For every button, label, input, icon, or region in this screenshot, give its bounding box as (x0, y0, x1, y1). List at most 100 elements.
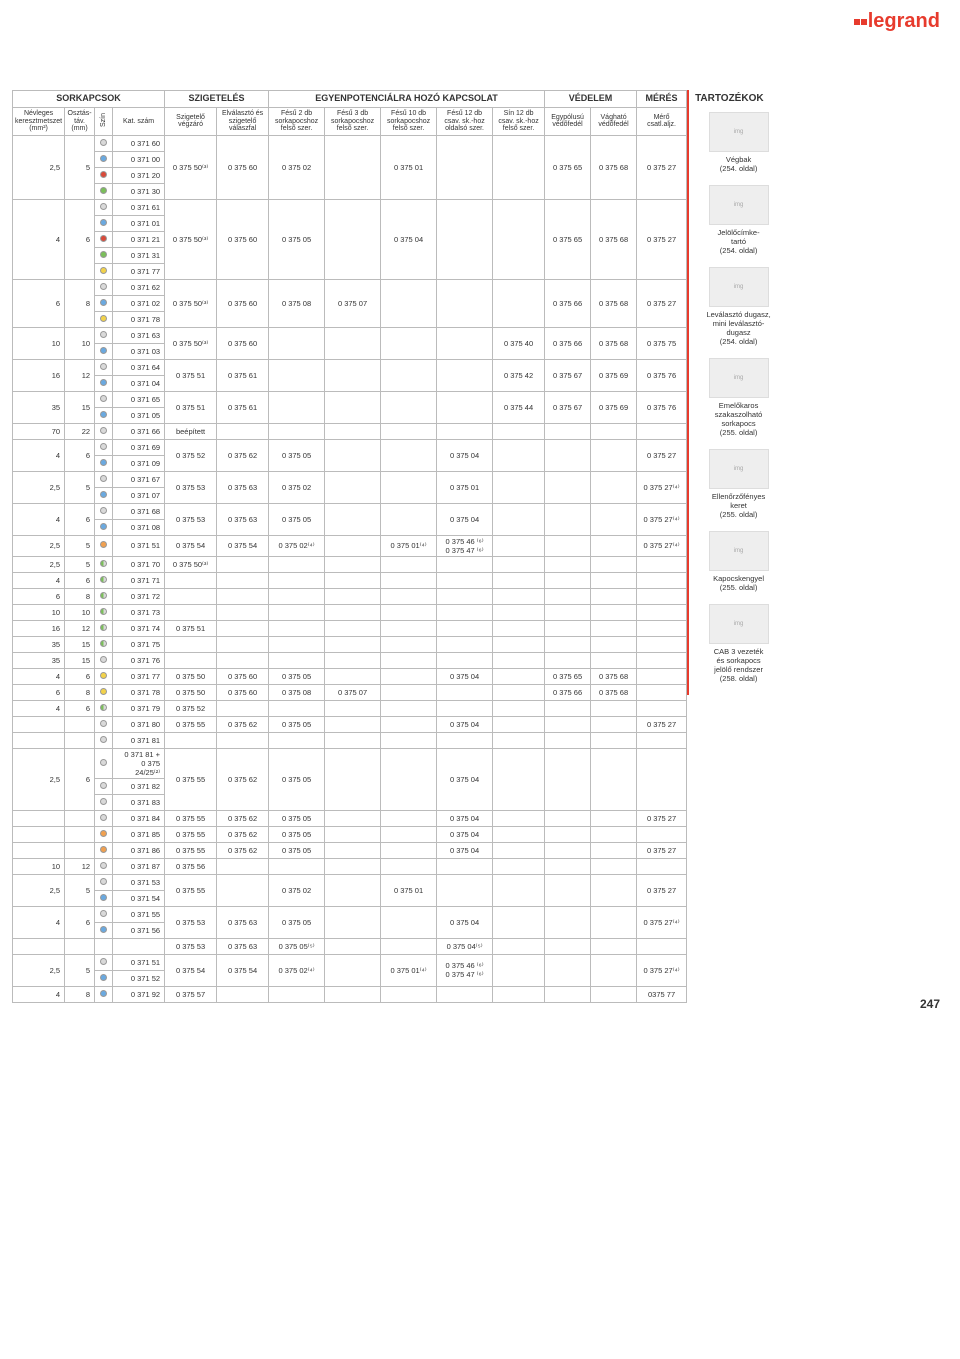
cell-fesu10 (381, 684, 437, 700)
cell-vaghato (591, 636, 637, 652)
cell-merocs: 0 375 27 (637, 842, 687, 858)
cell-valaszfal: 0 375 62 (217, 716, 269, 732)
sidebar-thumb: img (709, 604, 769, 644)
cell-km: 35 (13, 391, 65, 423)
cell-egypolu (545, 439, 591, 471)
cell-fesu3 (325, 423, 381, 439)
cell-vegzaro: 0 375 52 (165, 700, 217, 716)
cell-valaszfal: 0 375 61 (217, 359, 269, 391)
cell-valaszfal: 0 375 62 (217, 826, 269, 842)
cell-szin (95, 938, 113, 954)
cell-fesu10 (381, 279, 437, 327)
color-dot (100, 283, 107, 290)
cell-sin12 (493, 938, 545, 954)
color-dot (100, 910, 107, 917)
cell-fesu3 (325, 858, 381, 874)
cell-szin (95, 519, 113, 535)
cell-szin (95, 874, 113, 890)
cell-km: 6 (13, 684, 65, 700)
cell-szin (95, 556, 113, 572)
cell-szin (95, 636, 113, 652)
cell-fesu2 (269, 620, 325, 636)
cell-szin (95, 407, 113, 423)
cell-fesu10 (381, 842, 437, 858)
color-dot (100, 720, 107, 727)
cell-katszam: 0 371 82 (113, 778, 165, 794)
sidebar-item: img CAB 3 vezeték és sorkapocs jelölő re… (695, 604, 782, 683)
table-row: 2,550 371 670 375 530 375 630 375 020 37… (13, 471, 687, 487)
cell-valaszfal: 0 375 60 (217, 327, 269, 359)
cell-merocs (637, 732, 687, 748)
cell-fesu12: 0 375 04 (437, 810, 493, 826)
cell-fesu12 (437, 652, 493, 668)
cell-fesu2: 0 375 05 (269, 668, 325, 684)
cell-fesu3 (325, 359, 381, 391)
color-dot (100, 878, 107, 885)
cell-km: 4 (13, 199, 65, 279)
cell-merocs (637, 572, 687, 588)
color-dot (100, 592, 107, 599)
cell-fesu2 (269, 636, 325, 652)
accessories-sidebar: TARTOZÉKOK img Végbak (254. oldal)img Je… (687, 90, 782, 695)
cell-szin (95, 359, 113, 375)
cell-fesu12: 0 375 01 (437, 471, 493, 503)
brand-logo: legrand (854, 10, 940, 33)
cell-valaszfal (217, 732, 269, 748)
cell-osztastav: 6 (65, 906, 95, 938)
cell-vaghato (591, 842, 637, 858)
cell-valaszfal: 0 375 63 (217, 471, 269, 503)
cell-osztastav (65, 732, 95, 748)
cell-fesu2 (269, 604, 325, 620)
cell-km (13, 842, 65, 858)
cell-szin (95, 295, 113, 311)
sidebar-label: CAB 3 vezeték és sorkapocs jelölő rendsz… (695, 647, 782, 683)
cell-katszam: 0 371 70 (113, 556, 165, 572)
cell-km: 10 (13, 327, 65, 359)
cell-vaghato: 0 375 69 (591, 391, 637, 423)
cell-km: 2,5 (13, 748, 65, 810)
cell-egypolu (545, 652, 591, 668)
cell-osztastav (65, 810, 95, 826)
cell-fesu2: 0 375 02 (269, 471, 325, 503)
cell-osztastav: 12 (65, 858, 95, 874)
cell-egypolu: 0 375 66 (545, 279, 591, 327)
cell-fesu10 (381, 423, 437, 439)
cell-katszam: 0 371 51 (113, 954, 165, 970)
cell-fesu12 (437, 135, 493, 199)
sidebar-thumb: img (709, 531, 769, 571)
cell-fesu10 (381, 938, 437, 954)
cell-vegzaro (165, 652, 217, 668)
cell-szin (95, 588, 113, 604)
section-vedelem: VÉDELEM (545, 91, 637, 108)
color-dot (100, 846, 107, 853)
cell-szin (95, 423, 113, 439)
cell-egypolu: 0 375 65 (545, 135, 591, 199)
cell-fesu10: 0 375 01 (381, 135, 437, 199)
cell-merocs (637, 858, 687, 874)
table-head: SORKAPCSOKSZIGETELÉSEGYENPOTENCIÁLRA HOZ… (13, 91, 687, 136)
cell-merocs (637, 684, 687, 700)
cell-fesu2 (269, 556, 325, 572)
cell-fesu2: 0 375 05 (269, 826, 325, 842)
cell-fesu2: 0 375 05 (269, 748, 325, 810)
cell-fesu12 (437, 199, 493, 279)
cell-vegzaro: 0 375 54 (165, 535, 217, 556)
cell-fesu3 (325, 842, 381, 858)
cell-szin (95, 890, 113, 906)
cell-egypolu (545, 858, 591, 874)
cell-osztastav: 8 (65, 986, 95, 1002)
cell-szin (95, 391, 113, 407)
table-row: 2,550 371 700 375 50⁽³⁾ (13, 556, 687, 572)
cell-valaszfal: 0 375 62 (217, 748, 269, 810)
cell-osztastav: 15 (65, 636, 95, 652)
cell-fesu10 (381, 826, 437, 842)
cell-szin (95, 842, 113, 858)
cell-fesu2: 0 375 02⁽⁴⁾ (269, 954, 325, 986)
cell-egypolu (545, 938, 591, 954)
cell-vaghato: 0 375 68 (591, 279, 637, 327)
cell-fesu3 (325, 535, 381, 556)
cell-fesu12 (437, 684, 493, 700)
cell-szin (95, 620, 113, 636)
cell-fesu10 (381, 359, 437, 391)
cell-katszam: 0 371 81 + 0 375 24/25⁽²⁾ (113, 748, 165, 778)
